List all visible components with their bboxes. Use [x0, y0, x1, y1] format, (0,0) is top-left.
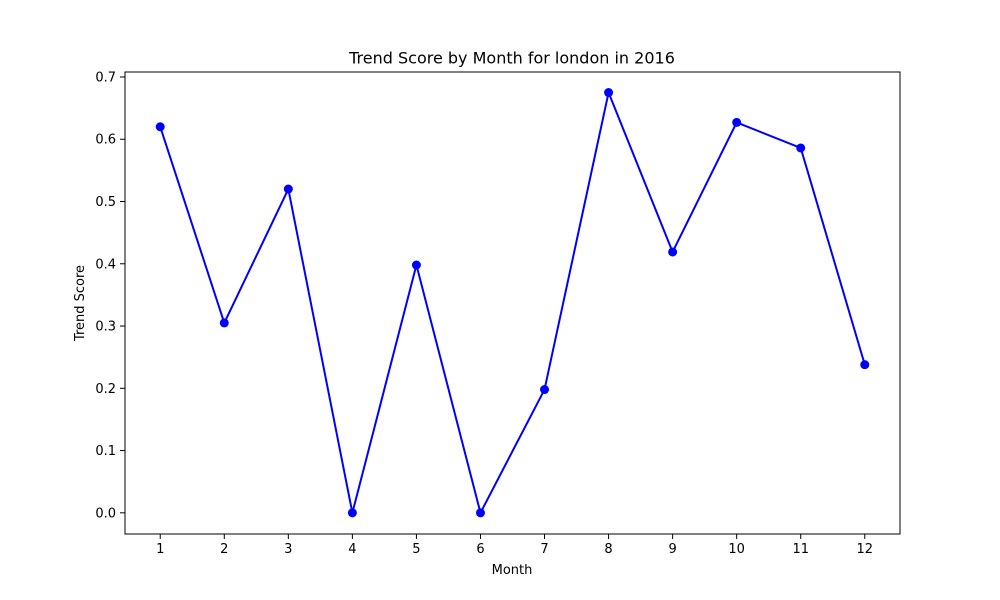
series-layer [155, 88, 870, 518]
y-tick-label: 0.0 [95, 506, 116, 521]
data-point [347, 508, 357, 518]
y-tick-label: 0.2 [95, 382, 116, 397]
data-point [283, 184, 293, 194]
chart-title: Trend Score by Month for london in 2016 [348, 49, 675, 68]
x-tick-label: 1 [156, 542, 164, 557]
y-tick-label: 0.7 [95, 70, 116, 85]
x-tick-label: 5 [412, 542, 420, 557]
x-axis-label: Month [492, 563, 533, 578]
data-point [796, 143, 806, 153]
x-tick-label: 2 [220, 542, 228, 557]
data-point [668, 247, 678, 257]
data-point [155, 122, 165, 132]
series-line [159, 91, 866, 514]
x-tick-label: 6 [476, 542, 484, 557]
y-axis-label: Trend Score [73, 265, 88, 342]
x-tick-label: 9 [668, 542, 676, 557]
data-point [475, 508, 485, 518]
data-point [604, 88, 614, 98]
x-tick-label: 10 [728, 542, 745, 557]
y-tick-label: 0.1 [95, 444, 116, 459]
y-tick-label: 0.3 [95, 320, 116, 335]
data-point [411, 260, 421, 270]
data-point [219, 318, 229, 328]
data-point [540, 385, 550, 395]
x-tick-label: 11 [792, 542, 809, 557]
x-tick-label: 8 [604, 542, 612, 557]
data-point [732, 117, 742, 127]
plot-frame [124, 71, 901, 535]
x-tick-label: 3 [284, 542, 292, 557]
y-tick-label: 0.6 [95, 133, 116, 148]
x-axis-ticks: 1 2 3 4 5 6 7 8 9 10 11 12 [156, 534, 873, 557]
x-tick-label: 7 [540, 542, 548, 557]
y-tick-label: 0.4 [95, 257, 116, 272]
x-tick-label: 4 [348, 542, 356, 557]
data-point [860, 360, 870, 370]
y-tick-label: 0.5 [95, 195, 116, 210]
y-axis-ticks: 0.0 0.1 0.2 0.3 0.4 0.5 0.6 0.7 [95, 70, 125, 521]
x-tick-label: 12 [856, 542, 873, 557]
